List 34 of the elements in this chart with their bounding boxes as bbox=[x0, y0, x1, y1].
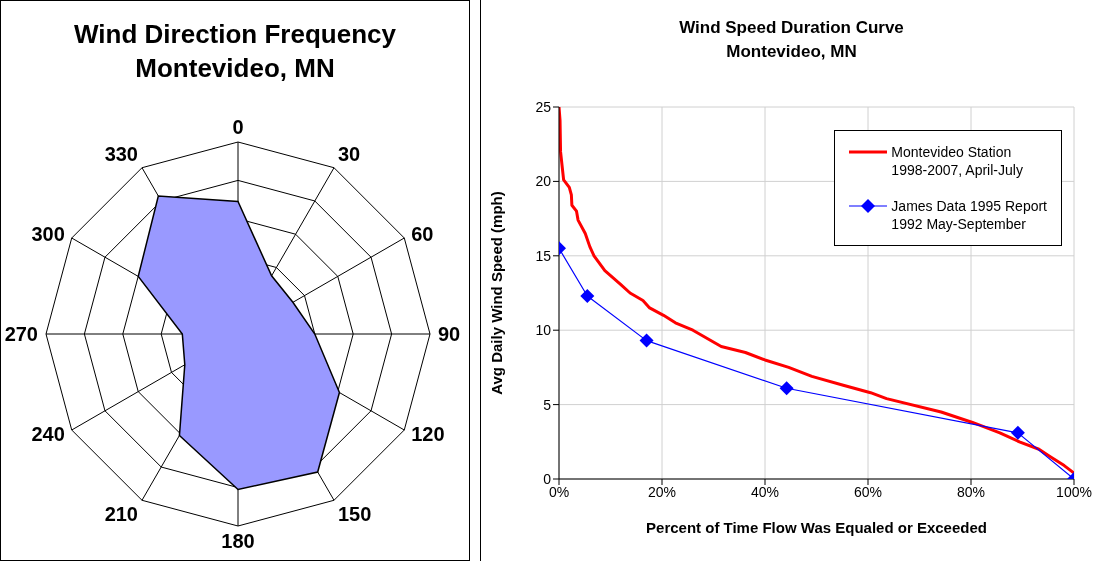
spoke-label: 180 bbox=[221, 530, 255, 553]
legend-label: Montevideo Station 1998-2007, April-July bbox=[891, 143, 1023, 179]
spoke-label: 120 bbox=[411, 423, 445, 446]
y-tick-label: 25 bbox=[535, 98, 552, 115]
y-axis-title: Avg Daily Wind Speed (mph) bbox=[488, 191, 506, 395]
spoke-label: 150 bbox=[338, 503, 372, 526]
x-tick-label: 100% bbox=[1056, 483, 1092, 500]
x-tick-label: 20% bbox=[647, 483, 677, 500]
chart-subtitle: Montevideo, MN bbox=[134, 52, 336, 85]
spoke-label: 270 bbox=[4, 323, 38, 346]
point bbox=[779, 381, 794, 396]
x-tick-label: 40% bbox=[750, 483, 780, 500]
spoke-label: 300 bbox=[31, 223, 65, 246]
point bbox=[580, 288, 595, 303]
point bbox=[639, 333, 654, 348]
x-tick-label: 60% bbox=[853, 483, 883, 500]
legend-label: James Data 1995 Report 1992 May-September bbox=[891, 197, 1047, 233]
x-tick-label: 80% bbox=[956, 483, 986, 500]
y-tick-label: 5 bbox=[543, 396, 552, 413]
spoke-label: 240 bbox=[31, 423, 65, 446]
spoke-label: 330 bbox=[104, 142, 138, 165]
spoke-label: 90 bbox=[438, 323, 461, 346]
y-tick-label: 10 bbox=[535, 322, 552, 339]
spoke-label: 60 bbox=[411, 223, 434, 246]
y-tick-label: 20 bbox=[535, 173, 552, 190]
spoke-label: 210 bbox=[104, 503, 138, 526]
chart-title: Wind Speed Duration Curve bbox=[678, 17, 905, 39]
x-axis-title: Percent of Time Flow Was Equaled or Exceeded bbox=[646, 519, 987, 536]
chart-title: Wind Direction Frequency bbox=[73, 18, 397, 51]
point bbox=[1010, 425, 1025, 440]
y-tick-label: 15 bbox=[535, 247, 552, 264]
spoke-label: 0 bbox=[232, 116, 244, 138]
spoke-label: 30 bbox=[338, 142, 361, 165]
chart-subtitle: Montevideo, MN bbox=[725, 41, 858, 63]
